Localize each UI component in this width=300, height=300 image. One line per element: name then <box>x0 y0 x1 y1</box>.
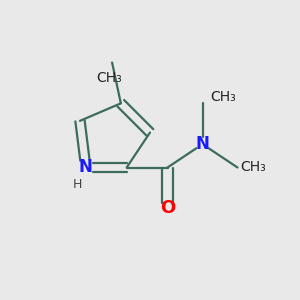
Text: CH₃: CH₃ <box>96 71 122 85</box>
Text: O: O <box>160 199 175 217</box>
Text: CH₃: CH₃ <box>210 91 236 104</box>
Text: CH₃: CH₃ <box>240 160 266 175</box>
Text: H: H <box>72 178 82 191</box>
Text: N: N <box>79 158 93 176</box>
Text: N: N <box>196 135 209 153</box>
